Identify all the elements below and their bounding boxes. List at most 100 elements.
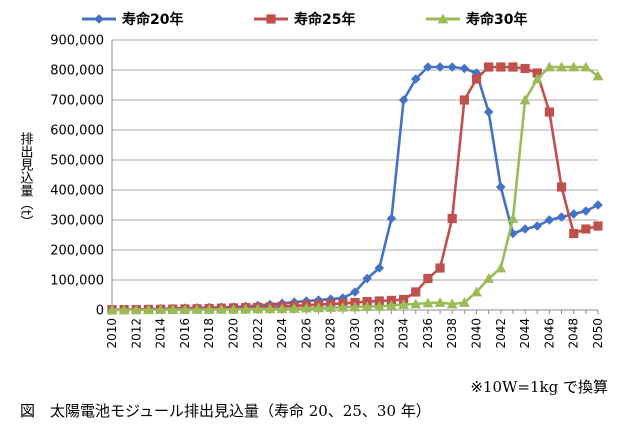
legend-label: 寿命20年 [122,11,183,28]
data-point-triangle [240,303,252,314]
data-point-square [496,62,506,72]
x-tick-label: 2028 [324,318,338,349]
data-point-triangle [507,213,519,223]
x-tick-label: 2024 [275,318,289,349]
data-point-triangle [580,61,592,72]
data-point-triangle [386,300,397,310]
legend-entry: 寿命20年 [82,11,183,28]
data-point-triangle [519,94,531,105]
data-point-square [593,221,603,231]
y-tick-label: 600,000 [50,124,104,139]
y-axis-label-wrap: 排出見込量（t） [14,120,36,240]
data-point-diamond [410,74,421,84]
data-point-diamond [581,206,591,216]
data-point-diamond [508,228,518,239]
data-point-triangle [568,61,580,72]
x-tick-label: 2050 [591,318,605,349]
data-point-square [435,263,445,273]
gridlines [112,39,598,281]
chart-area: 0 100,000 200,000 300,000 400,000 500,000 600,… [14,11,606,349]
data-point-triangle [495,262,507,273]
data-point-square [447,213,457,224]
x-tick-label: 2018 [202,318,216,349]
y-tick-label: 900,000 [50,34,104,49]
data-point-triangle [215,304,227,314]
data-point-diamond [398,95,409,105]
data-point-triangle [325,302,337,312]
data-point-diamond [483,107,494,117]
data-point-square [471,74,482,84]
series-triangle [106,61,604,315]
data-point-square [581,224,591,234]
y-tick-label: 500,000 [50,154,104,169]
data-point-triangle [276,303,288,314]
data-point-triangle [544,61,555,72]
conversion-note: ※10W=1kg で換算 [470,378,608,396]
data-point-triangle [143,304,154,315]
x-tick-label: 2022 [251,318,265,349]
x-tick-label: 2014 [154,318,168,349]
data-point-triangle [337,301,349,312]
data-point-triangle [167,304,179,315]
axes [111,40,599,314]
data-point-triangle [301,302,312,313]
y-tick-label: 400,000 [50,184,104,199]
data-point-triangle [556,61,567,72]
legend: 寿命20年 寿命25年 寿命30年 [82,11,527,28]
data-point-triangle [264,303,276,314]
data-point-triangle [410,298,422,309]
data-point-triangle [422,297,434,308]
data-point-square [520,63,530,74]
data-point-square [411,287,421,297]
data-point-triangle [437,13,449,24]
x-tick-label: 2032 [372,318,386,349]
x-tick-label: 2046 [542,318,556,349]
data-point-triangle [118,304,130,315]
data-point-triangle [458,297,470,307]
figure-caption: 図 太陽電池モジュール排出見込量（寿命 20、25、30 年） [20,402,431,420]
data-point-triangle [471,286,482,297]
data-point-triangle [106,304,118,315]
data-point-triangle [130,304,142,315]
y-tick-labels: 0 100,000 200,000 300,000 400,000 500,000 600,… [50,34,104,319]
data-point-square [374,296,384,306]
data-point-triangle [228,304,239,314]
data-point-triangle [349,301,361,312]
data-point-square [569,228,579,239]
x-tick-label: 2044 [518,318,532,349]
data-point-diamond [496,182,506,192]
data-point-diamond [447,62,457,72]
x-tick-label: 2020 [227,318,241,349]
data-point-square [508,62,518,72]
data-point-triangle [203,304,215,314]
data-point-diamond [94,14,104,24]
data-point-diamond [350,287,360,297]
data-point-triangle [252,303,264,314]
legend-entry: 寿命30年 [426,11,527,28]
data-point-triangle [155,304,166,315]
legend-label: 寿命25年 [294,11,355,28]
data-point-triangle [446,298,458,309]
x-tick-label: 2042 [494,318,508,349]
data-point-diamond [556,212,567,222]
data-point-triangle [531,73,543,84]
data-point-square [266,14,276,24]
data-point-diamond [435,62,445,72]
x-tick-label: 2034 [397,318,411,349]
data-point-diamond [423,62,433,72]
data-point-diamond [593,200,603,210]
series-group [106,61,604,315]
data-point-square [423,273,433,284]
x-tick-label: 2030 [348,318,362,349]
data-point-square [532,68,542,78]
y-tick-label: 0 [96,304,104,319]
data-point-diamond [568,209,579,219]
data-point-triangle [434,297,446,307]
data-point-diamond [459,63,470,74]
y-axis-label: 排出見込量（t） [17,131,33,229]
y-tick-label: 300,000 [50,214,104,229]
data-point-diamond [520,224,530,234]
data-point-diamond [386,213,397,224]
y-tick-label: 800,000 [50,64,104,79]
legend-entry: 寿命25年 [254,11,355,28]
